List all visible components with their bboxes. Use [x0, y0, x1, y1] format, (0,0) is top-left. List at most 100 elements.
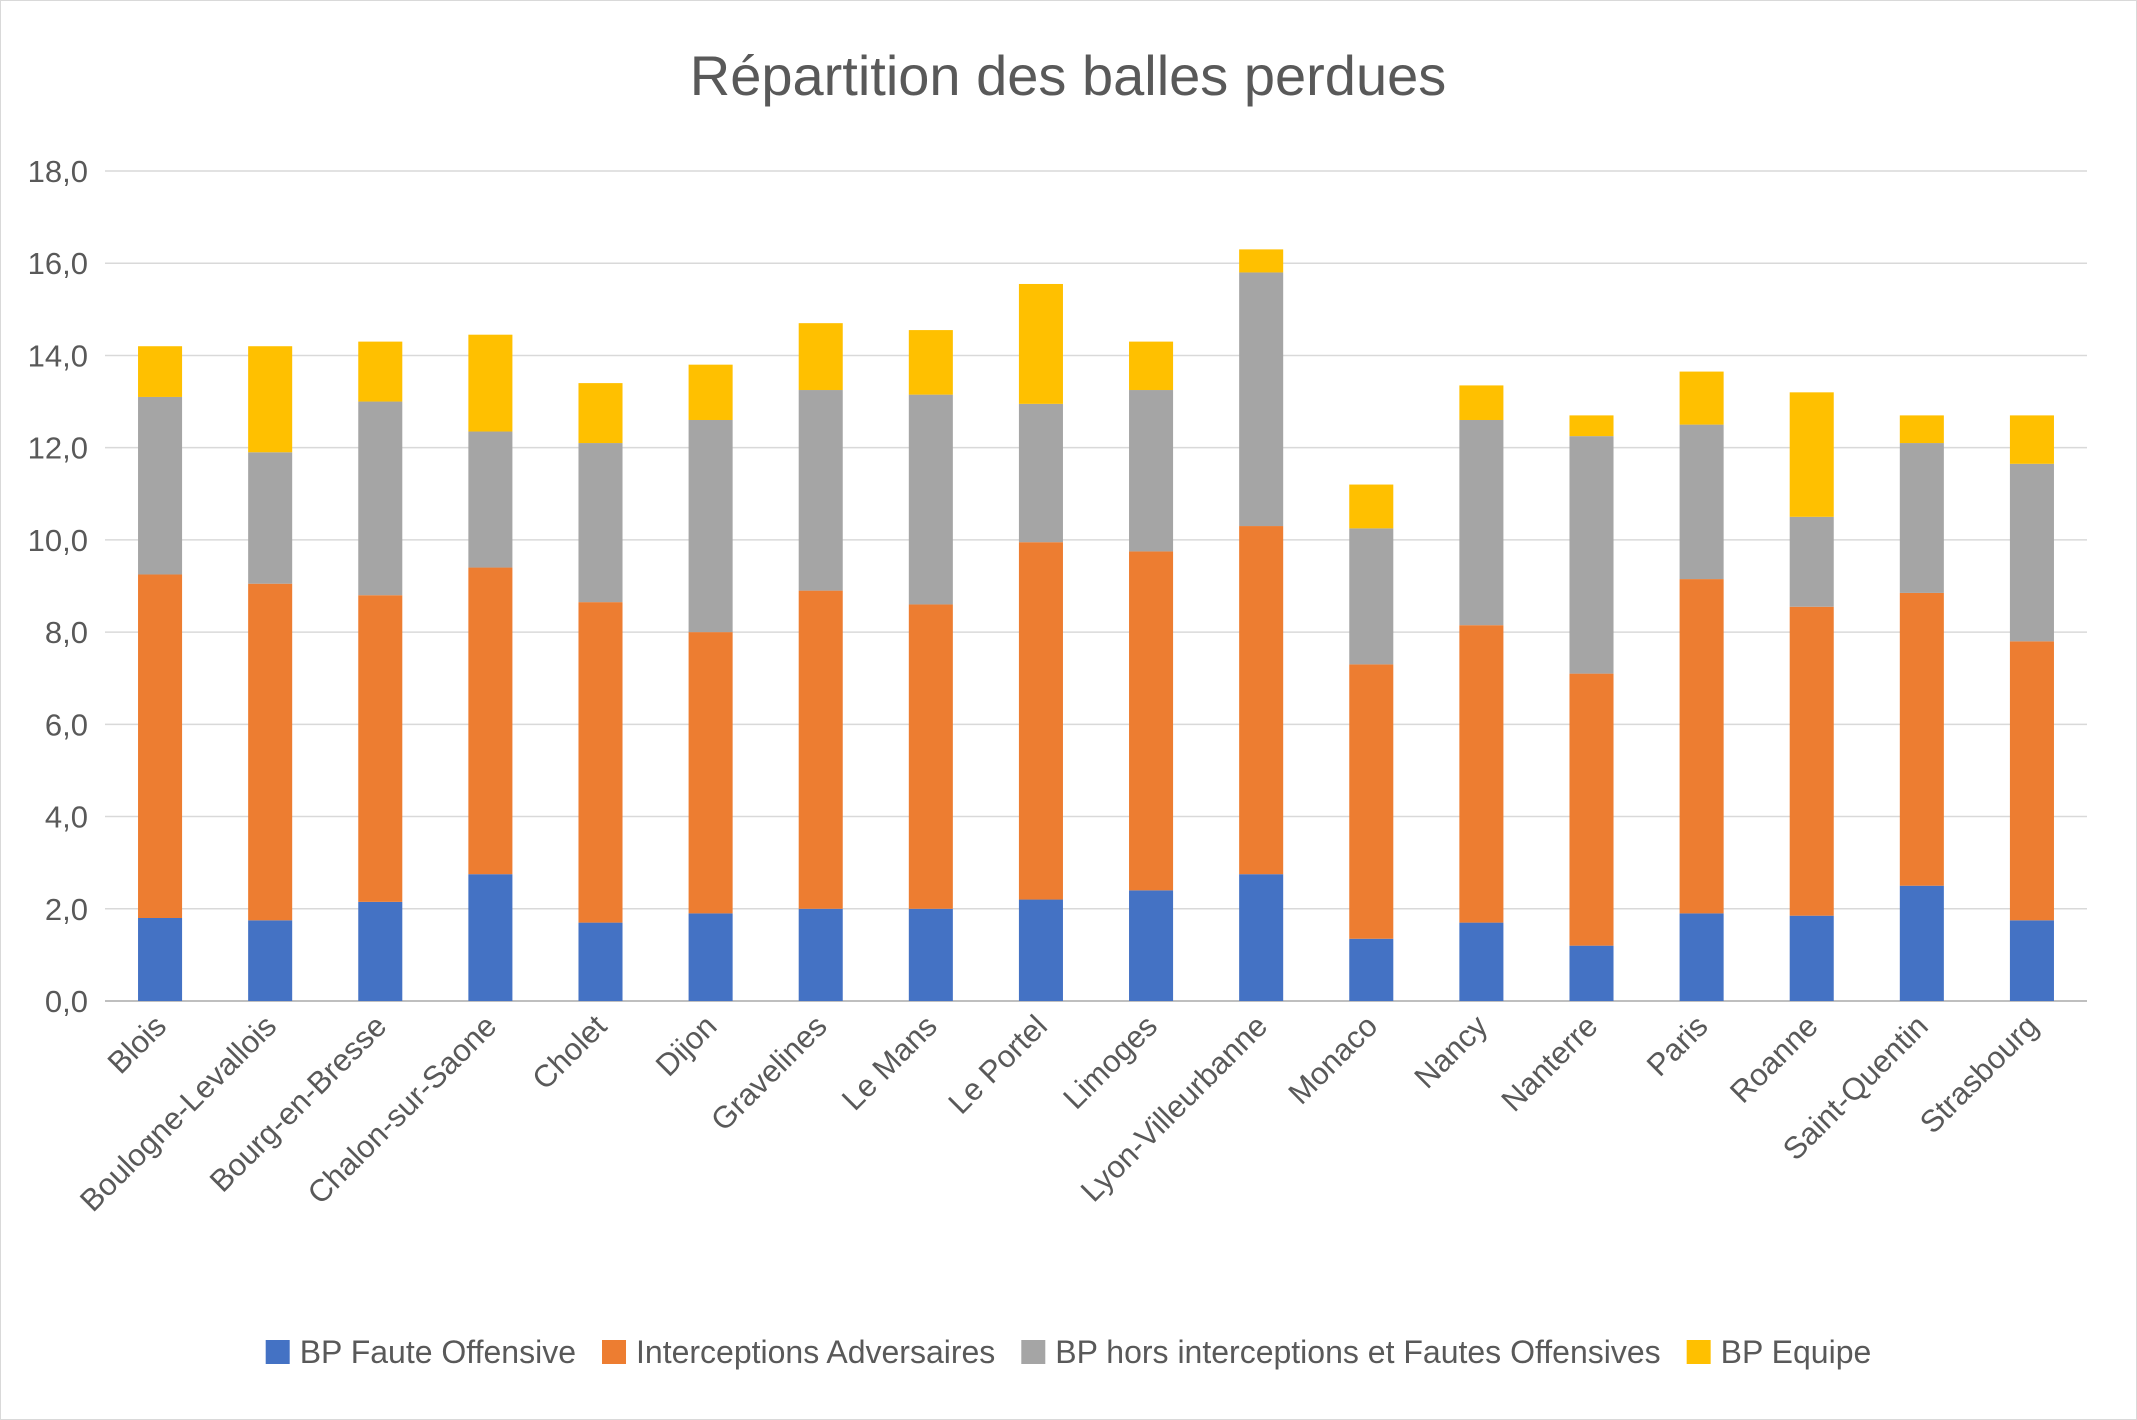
bar-segment-2-boulogne-levallois [248, 583, 293, 921]
bar-segment-4-le-portel [1018, 283, 1063, 404]
bar-segment-4-dijon [688, 364, 733, 420]
bar-segment-4-boulogne-levallois [248, 346, 293, 453]
bar-segment-1-paris [1679, 913, 1724, 1001]
chart-title: Répartition des balles perdues [690, 44, 1446, 107]
y-tick-label: 16,0 [28, 246, 88, 281]
bar-segment-3-nanterre [1569, 436, 1614, 674]
x-tick-label: Paris [1640, 1008, 1715, 1083]
bar-segment-1-boulogne-levallois [248, 920, 293, 1001]
bar-segment-1-nanterre [1569, 945, 1614, 1001]
bar-segment-1-strasbourg [2009, 920, 2054, 1001]
legend-item: BP hors interceptions et Fautes Offensiv… [1021, 1334, 1661, 1370]
bar-segment-1-le-mans [908, 908, 953, 1001]
x-tick-label: Monaco [1281, 1008, 1384, 1111]
bar-segment-4-paris [1679, 371, 1724, 425]
y-tick-label: 14,0 [28, 338, 88, 373]
bar-segment-2-paris [1679, 579, 1724, 914]
y-tick-label: 6,0 [45, 707, 88, 742]
bar-segment-2-gravelines [798, 590, 843, 909]
x-tick-label: Nancy [1407, 1008, 1494, 1095]
bar-segment-4-roanne [1789, 392, 1834, 517]
bar-segment-3-cholet [578, 443, 623, 603]
bar-segment-4-lyon-villeurbanne [1239, 249, 1284, 273]
bar-segment-1-limoges [1129, 890, 1174, 1001]
bar-segment-2-nanterre [1569, 673, 1614, 946]
bar-segment-1-bourg-en-bresse [358, 901, 403, 1001]
y-tick-label: 18,0 [28, 154, 88, 189]
bar-segment-4-le-mans [908, 330, 953, 395]
bar-segment-3-gravelines [798, 390, 843, 591]
x-tick-label: Le Mans [835, 1008, 944, 1117]
bar-segment-2-roanne [1789, 606, 1834, 916]
bar-segment-1-nancy [1459, 922, 1504, 1001]
x-tick-label: Boulogne-Levallois [73, 1008, 283, 1218]
bar-segment-3-limoges [1129, 390, 1174, 552]
y-axis-tick-labels: 0,0 2,0 4,0 6,0 8,0 10,0 12,0 14,0 16,0 18,0 [28, 154, 88, 1019]
bar-segment-2-saint-quentin [1899, 592, 1944, 886]
bar-segment-1-gravelines [798, 908, 843, 1001]
legend-swatch [1021, 1340, 1046, 1364]
bar-segment-4-saint-quentin [1899, 415, 1944, 444]
bar-segment-4-limoges [1129, 341, 1174, 391]
legend-label: BP Faute Offensive [300, 1334, 576, 1370]
bar-segment-3-boulogne-levallois [248, 452, 293, 584]
x-tick-label: Nanterre [1494, 1008, 1604, 1118]
x-tick-label: Le Portel [941, 1008, 1053, 1120]
x-axis-category-labels: BloisBoulogne-LevalloisBourg-en-BresseCh… [73, 1008, 2045, 1218]
bar-segment-1-chalon-sur-saone [468, 874, 513, 1001]
legend: BP Faute Offensive Interceptions Adversai… [265, 1334, 1871, 1370]
x-tick-label: Gravelines [704, 1008, 834, 1138]
x-tick-label: Roanne [1723, 1008, 1825, 1110]
x-tick-label: Strasbourg [1913, 1008, 2045, 1140]
bar-segment-4-chalon-sur-saone [468, 334, 513, 432]
bar-segment-4-blois [138, 346, 183, 397]
y-tick-label: 0,0 [45, 984, 88, 1019]
bar-segment-4-strasbourg [2009, 415, 2054, 464]
legend-swatch [265, 1340, 290, 1364]
bars [138, 249, 2054, 1001]
bar-segment-3-nancy [1459, 420, 1504, 626]
bar-segment-2-monaco [1349, 664, 1394, 939]
bar-segment-1-cholet [578, 922, 623, 1001]
bar-segment-2-nancy [1459, 625, 1504, 923]
bar-segment-3-monaco [1349, 528, 1394, 665]
bar-segment-4-nancy [1459, 385, 1504, 420]
bar-segment-2-le-mans [908, 604, 953, 909]
bar-segment-3-le-mans [908, 394, 953, 605]
gridlines [105, 170, 2087, 1002]
bar-segment-4-bourg-en-bresse [358, 341, 403, 402]
bar-segment-4-monaco [1349, 484, 1394, 529]
bar-segment-2-blois [138, 574, 183, 918]
legend-label: BP hors interceptions et Fautes Offensiv… [1055, 1334, 1660, 1370]
bar-segment-3-dijon [688, 420, 733, 633]
x-tick-label: Cholet [525, 1008, 613, 1096]
bar-segment-1-dijon [688, 913, 733, 1001]
x-tick-label: Chalon-sur-Saone [301, 1008, 504, 1211]
y-tick-label: 12,0 [28, 431, 88, 466]
bar-segment-2-lyon-villeurbanne [1239, 526, 1284, 875]
bar-segment-3-strasbourg [2009, 463, 2054, 642]
bar-segment-1-roanne [1789, 915, 1834, 1001]
bar-segment-1-blois [138, 918, 183, 1001]
bar-segment-2-chalon-sur-saone [468, 567, 513, 875]
y-tick-label: 8,0 [45, 615, 88, 650]
x-tick-label: Dijon [649, 1008, 724, 1083]
bar-segment-2-dijon [688, 632, 733, 914]
bar-segment-2-limoges [1129, 551, 1174, 891]
y-tick-label: 4,0 [45, 800, 88, 835]
x-tick-label: Limoges [1056, 1008, 1164, 1116]
legend-swatch [1686, 1340, 1711, 1364]
bar-segment-4-gravelines [798, 323, 843, 391]
bar-segment-1-saint-quentin [1899, 885, 1944, 1001]
bar-segment-4-cholet [578, 383, 623, 444]
bar-segment-3-lyon-villeurbanne [1239, 272, 1284, 527]
bar-segment-2-bourg-en-bresse [358, 595, 403, 902]
legend-item: BP Equipe [1686, 1334, 1871, 1370]
bar-segment-3-blois [138, 396, 183, 575]
bar-segment-2-strasbourg [2009, 641, 2054, 921]
x-tick-label: Lyon-Villeurbanne [1074, 1008, 1274, 1208]
legend-label: Interceptions Adversaires [636, 1334, 995, 1370]
bar-segment-3-bourg-en-bresse [358, 401, 403, 596]
